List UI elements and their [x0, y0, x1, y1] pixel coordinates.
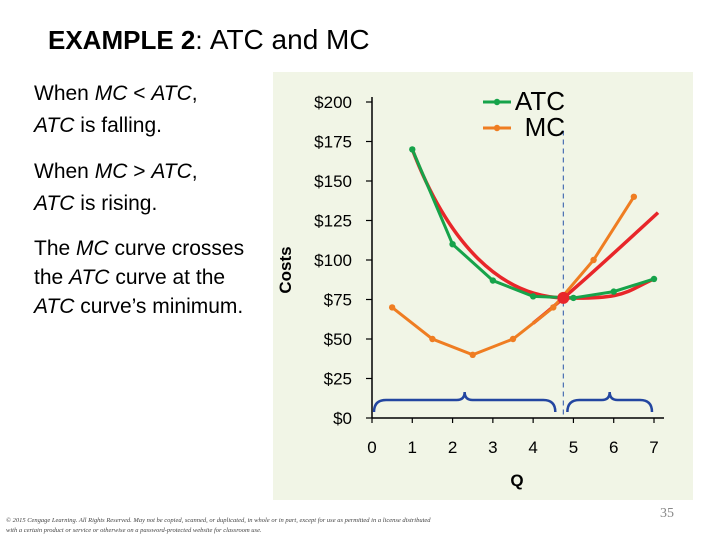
- point-mc: [630, 193, 638, 200]
- point-mc: [509, 335, 517, 343]
- title-topic: ATC and MC: [209, 24, 370, 55]
- bullet-falling: When MC < ATC, ATC is falling.: [34, 82, 198, 137]
- falling-region-bracket: [372, 391, 557, 413]
- legend-marker-atc: [493, 98, 501, 106]
- point-mc: [590, 256, 597, 264]
- point-atc: [529, 293, 537, 300]
- title-colon: :: [195, 25, 203, 55]
- y-tick-label: $200: [314, 93, 352, 112]
- point-mc: [550, 304, 557, 311]
- x-tick-label: 6: [609, 438, 618, 457]
- x-tick-label: 7: [649, 438, 658, 457]
- point-mc: [429, 335, 436, 343]
- title-example: EXAMPLE 2: [48, 25, 196, 55]
- y-tick-label: $125: [314, 212, 352, 231]
- point-atc: [449, 241, 456, 248]
- atc-mc-intersection-dot: [557, 291, 570, 304]
- bullet-list: When MC < ATC, ATC is falling. When MC >…: [34, 78, 266, 335]
- point-mc: [469, 351, 476, 358]
- x-tick-label: 0: [367, 438, 376, 457]
- legend-marker-mc: [493, 124, 501, 132]
- point-mc: [388, 304, 396, 311]
- legend-label-atc: ATC: [515, 86, 565, 116]
- bullet-crossing: The MC curve crosses the ATC curve at th…: [34, 237, 245, 318]
- y-tick-label: $100: [314, 251, 352, 270]
- x-tick-label: 3: [488, 438, 497, 457]
- point-atc: [650, 275, 658, 283]
- x-axis-label: Q: [510, 471, 523, 490]
- y-tick-label: $50: [324, 330, 352, 349]
- legend-label-mc: MC: [525, 112, 565, 142]
- chart-panel: $0 $25 $50 $75 $100 $125 $150 $175 $200 0 1 2 3 4 5 6 7 Q…: [273, 72, 693, 500]
- x-tick-label: 5: [569, 438, 578, 457]
- point-atc: [409, 146, 416, 153]
- copyright-footer: © 2015 Cengage Learning. All Rights Rese…: [6, 517, 431, 534]
- rising-region-bracket: [566, 391, 654, 413]
- y-tick-label: $150: [314, 172, 352, 191]
- cost-chart: $0 $25 $50 $75 $100 $125 $150 $175 $200 0 1 2 3 4 5 6 7 Q…: [276, 86, 664, 490]
- point-atc: [570, 294, 577, 302]
- x-tick-label: 2: [448, 438, 457, 457]
- y-tick-label: $75: [324, 291, 352, 310]
- y-tick-label: $25: [324, 370, 352, 389]
- x-tick-label: 4: [528, 438, 537, 457]
- slide-title: EXAMPLE 2: ATC and MC: [48, 24, 370, 56]
- y-tick-label: $175: [314, 133, 352, 152]
- page-number: 35: [660, 506, 674, 521]
- point-atc: [610, 288, 617, 295]
- point-atc: [489, 277, 497, 284]
- x-tick-label: 1: [408, 438, 417, 457]
- bullet-rising: When MC > ATC, ATC is rising.: [34, 160, 198, 215]
- y-tick-label: $0: [333, 409, 352, 428]
- y-axis-label: Costs: [276, 246, 295, 293]
